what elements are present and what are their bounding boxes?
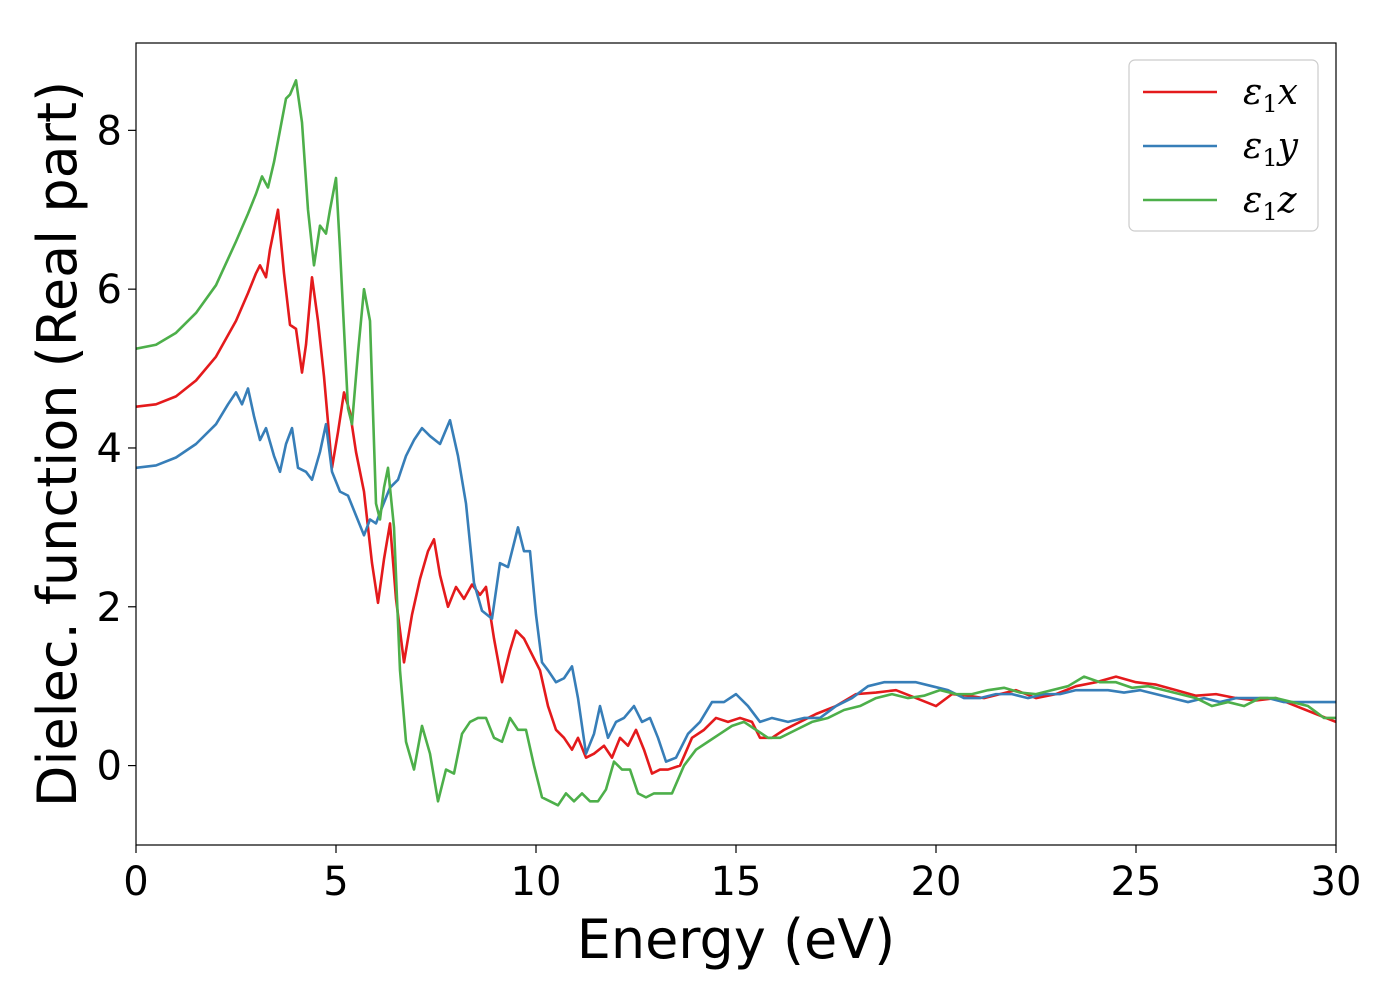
legend-subscript: 1 [1262,144,1277,172]
legend-subscript: 1 [1262,90,1277,118]
legend-entry-3: ε1z [1243,180,1298,226]
x-tick-label: 30 [1311,859,1362,905]
x-tick-label: 10 [511,859,562,905]
legend-symbol: ε [1243,126,1262,167]
x-tick-label: 0 [123,859,148,905]
legend-component: y [1276,126,1299,167]
x-axis-ticks: 0 5 10 15 20 25 30 [123,845,1361,905]
x-tick-label: 5 [323,859,348,905]
y-tick-label: 8 [97,108,122,154]
y-axis-ticks: 0 2 4 6 8 [97,108,136,790]
y-tick-label: 6 [97,267,122,313]
x-tick-label: 15 [711,859,762,905]
x-tick-label: 25 [1111,859,1162,905]
y-tick-label: 4 [97,426,122,472]
y-tick-label: 2 [97,585,122,631]
legend-entry-1: ε1x [1243,72,1298,118]
legend-component: x [1278,72,1298,113]
legend-box [1128,59,1319,232]
legend-component: z [1277,180,1298,221]
x-tick-label: 20 [911,859,962,905]
legend-symbol: ε [1243,72,1262,113]
y-tick-label: 0 [97,744,122,790]
legend-entry-2: ε1y [1243,126,1299,172]
plot-area [136,79,1336,807]
x-axis-label: Energy (eV) [577,908,896,971]
series-line-2 [136,387,1336,763]
legend-subscript: 1 [1262,198,1277,226]
y-axis-label: Dielec. function (Real part) [26,81,89,807]
series-line-3 [136,79,1336,807]
legend-symbol: ε [1243,180,1262,221]
